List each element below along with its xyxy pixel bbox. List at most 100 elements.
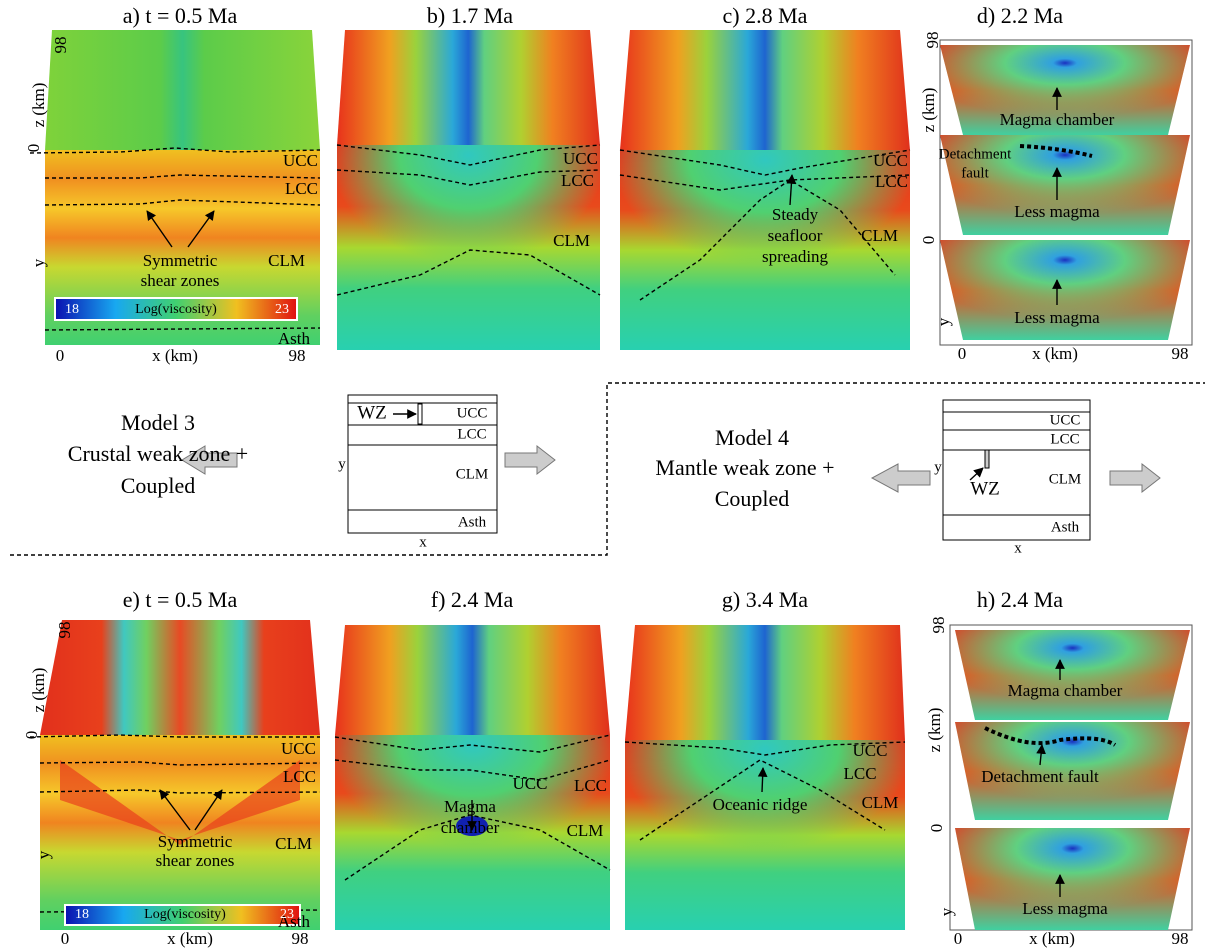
- axis-label: z (km): [29, 83, 48, 128]
- schematic-label: y: [338, 456, 346, 472]
- model-text: Model 3: [121, 410, 195, 435]
- axis-label: y: [937, 907, 956, 916]
- axis-label: 98: [55, 622, 74, 639]
- layer-label: LCC: [561, 171, 594, 190]
- layer-label: CLM: [861, 226, 898, 245]
- panel-title: h) 2.4 Ma: [977, 587, 1063, 612]
- layer-label: UCC: [853, 741, 888, 760]
- colorbar-label: Log(viscosity): [135, 302, 217, 317]
- layer-label: UCC: [563, 149, 598, 168]
- annotation: Oceanic ridge: [713, 795, 808, 814]
- axis-label: 0: [958, 344, 967, 363]
- block-b: [337, 30, 600, 350]
- annotation: Magma chamber: [1000, 110, 1115, 129]
- block-e: [30, 620, 320, 930]
- axis-label: 0: [954, 929, 963, 948]
- body: { "panel_a": {"title": "a) t = 0.5 Ma", …: [0, 0, 1211, 949]
- layer-label: LCC: [285, 179, 318, 198]
- schematic-label: CLM: [456, 466, 489, 482]
- model-text: Coupled: [715, 486, 790, 511]
- axis-label: x (km): [152, 346, 198, 365]
- axis-label: 98: [289, 346, 306, 365]
- block-c: [620, 30, 910, 350]
- schematic-label: x: [419, 534, 427, 550]
- colorbar-max: 23: [280, 907, 294, 922]
- panel-title: e) t = 0.5 Ma: [123, 587, 238, 612]
- colorbar-max: 23: [275, 302, 289, 317]
- page: body { margin: 0; background: #fff; font…: [0, 0, 1211, 949]
- annotation: Less magma: [1014, 308, 1100, 327]
- schematic-label: Asth: [458, 514, 487, 530]
- layer-label: UCC: [281, 739, 316, 758]
- axis-label: x (km): [1029, 929, 1075, 948]
- schematic-label: UCC: [457, 405, 488, 421]
- model-text: Coupled: [121, 473, 196, 498]
- annotation: shear zones: [141, 271, 220, 290]
- colorbar-label: Log(viscosity): [144, 907, 226, 922]
- annotation: Less magma: [1022, 899, 1108, 918]
- annotation: Magma chamber: [1008, 681, 1123, 700]
- layer-label: CLM: [567, 821, 604, 840]
- axis-label: x (km): [167, 929, 213, 948]
- panel-title: d) 2.2 Ma: [977, 3, 1063, 28]
- panel-title: g) 3.4 Ma: [722, 587, 808, 612]
- axis-label: 0: [22, 731, 41, 740]
- annotation: Steady: [772, 205, 819, 224]
- schematic-label: CLM: [1049, 471, 1082, 487]
- model-4-schematic: [872, 400, 1160, 540]
- axis-label: y: [934, 317, 953, 326]
- schematic-label: LCC: [457, 426, 486, 442]
- annotation: Symmetric: [143, 251, 218, 270]
- annotation: fault: [961, 165, 989, 181]
- axis-label: 98: [929, 617, 948, 634]
- schematic-label: UCC: [1050, 412, 1081, 428]
- layer-label: LCC: [843, 764, 876, 783]
- axis-label: 98: [51, 37, 70, 54]
- annotation: chamber: [441, 818, 500, 837]
- axis-label: 98: [1172, 344, 1189, 363]
- panel-title: f) 2.4 Ma: [431, 587, 514, 612]
- layer-label: CLM: [268, 251, 305, 270]
- axis-label: 0: [61, 929, 70, 948]
- schematic-label: y: [934, 459, 942, 475]
- layer-label: LCC: [283, 767, 316, 786]
- annotation: shear zones: [156, 851, 235, 870]
- block-d: [940, 40, 1192, 345]
- schematic-label: WZ: [970, 478, 1000, 499]
- layer-label: Asth: [278, 329, 311, 348]
- block-f: [335, 625, 610, 930]
- schematic-label: Asth: [1051, 519, 1080, 535]
- layer-label: CLM: [275, 834, 312, 853]
- model-text: Mantle weak zone +: [655, 455, 834, 480]
- annotation: Symmetric: [158, 832, 233, 851]
- colorbar-min: 18: [65, 302, 79, 317]
- axis-label: 0: [927, 824, 946, 833]
- axis-label: 98: [1172, 929, 1189, 948]
- schematic-label: x: [1014, 540, 1022, 556]
- schematic-label: LCC: [1050, 431, 1079, 447]
- figure: a) t = 0.5 Ma 98 z (km) 0 y 0 x (km) 98 …: [0, 0, 1211, 949]
- axis-label: 98: [923, 32, 942, 49]
- annotation: seafloor: [768, 226, 823, 245]
- separators: [10, 383, 1205, 555]
- panel-title: a) t = 0.5 Ma: [123, 3, 238, 28]
- layer-label: UCC: [873, 151, 908, 170]
- axis-label: 0: [919, 236, 938, 245]
- layer-label: UCC: [513, 774, 548, 793]
- axis-label: z (km): [29, 668, 48, 713]
- layer-label: LCC: [875, 172, 908, 191]
- axis-label: z (km): [919, 88, 938, 133]
- annotation: spreading: [762, 247, 829, 266]
- axis-label: 0: [24, 144, 43, 153]
- layer-label: LCC: [574, 776, 607, 795]
- panel-title: b) 1.7 Ma: [427, 3, 513, 28]
- axis-label: x (km): [1032, 344, 1078, 363]
- axis-label: 98: [292, 929, 309, 948]
- model-text: Model 4: [715, 425, 789, 450]
- layer-label: CLM: [553, 231, 590, 250]
- axis-label: z (km): [925, 708, 944, 753]
- annotation: Detachment fault: [981, 767, 1099, 786]
- schematic-label: WZ: [357, 402, 387, 423]
- block-a: [30, 30, 320, 345]
- axis-label: y: [29, 258, 48, 267]
